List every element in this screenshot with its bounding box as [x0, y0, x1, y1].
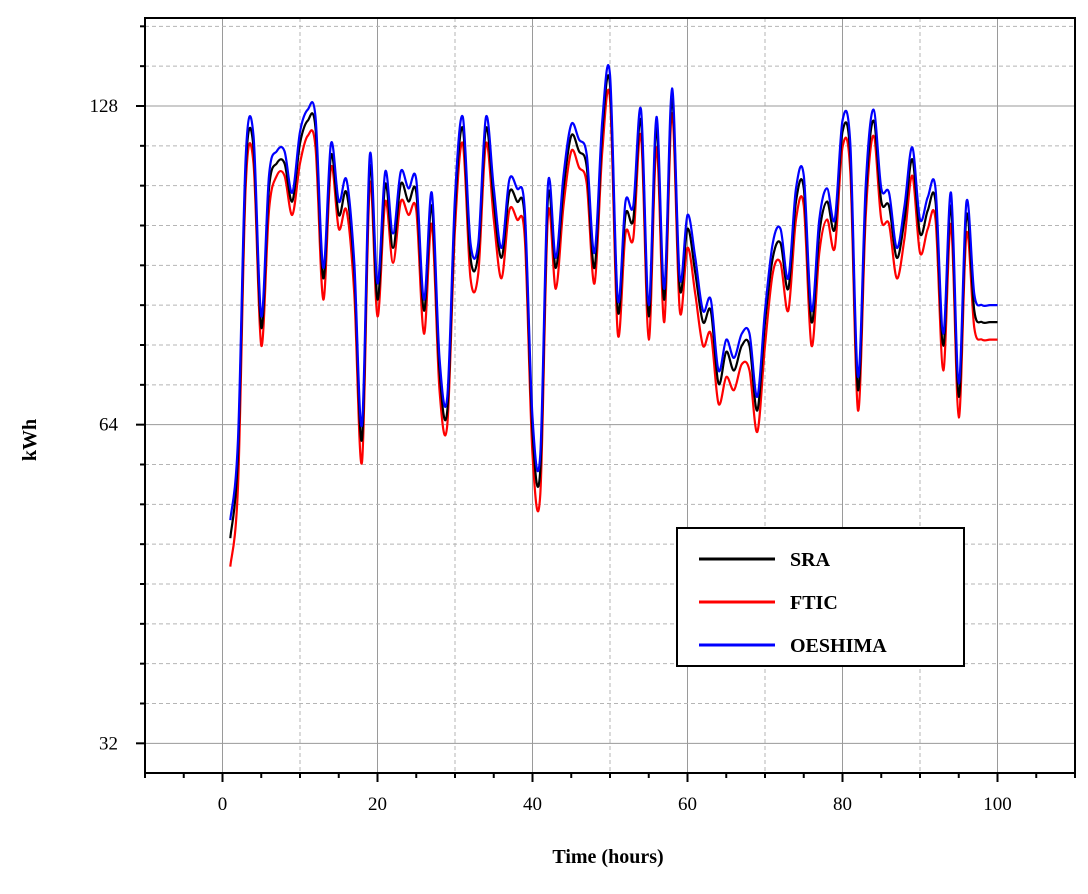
series-line-oeshima	[229, 64, 998, 521]
grid	[145, 18, 1075, 773]
series-layer	[229, 64, 998, 567]
ticks	[136, 25, 1076, 782]
x-axis-title: Time (hours)	[552, 846, 663, 868]
tick-labels: 0 20 40 60 80 100 32 64 128	[90, 96, 1012, 815]
series-line-sra	[229, 74, 998, 539]
x-tick-label: 60	[678, 794, 697, 815]
x-tick-label: 40	[523, 794, 542, 815]
y-tick-label: 64	[99, 415, 119, 436]
legend-label-sra: SRA	[790, 549, 831, 571]
y-tick-label: 128	[90, 96, 119, 117]
legend-label-oeshima: OESHIMA	[790, 635, 887, 657]
x-tick-label: 80	[833, 794, 852, 815]
legend: SRA FTIC OESHIMA	[676, 527, 965, 667]
legend-box	[676, 527, 965, 667]
y-tick-label: 32	[99, 733, 118, 754]
x-tick-label: 20	[368, 794, 387, 815]
legend-label-ftic: FTIC	[790, 592, 838, 614]
x-tick-label: 0	[218, 794, 228, 815]
y-axis-title: kWh	[19, 419, 41, 461]
x-tick-label: 100	[983, 794, 1012, 815]
